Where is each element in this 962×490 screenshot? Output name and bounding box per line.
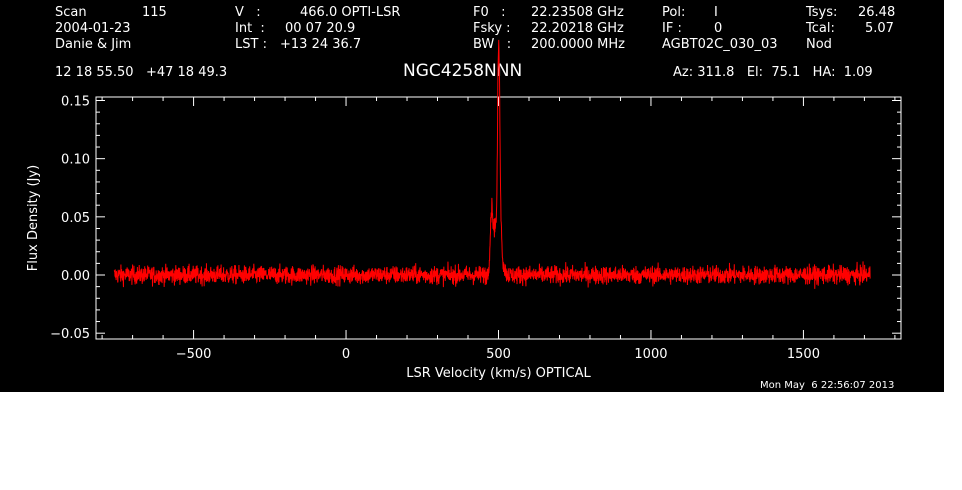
integration-value: 00 07 20.9 — [285, 21, 356, 36]
y-axis-label: Flux Density (Jy) — [26, 165, 41, 271]
velocity-value: 466.0 OPTI-LSR — [300, 5, 401, 20]
tcal-key: Tcal: — [806, 21, 835, 36]
plot-window: Scan 115 2004-01-23 Danie & Jim V : 466.… — [0, 0, 944, 392]
y-tick-label: 0.10 — [61, 153, 90, 168]
timestamp: Mon May 6 22:56:07 2013 — [760, 380, 895, 391]
az-el-ha: Az: 311.8 El: 75.1 HA: 1.09 — [673, 65, 873, 80]
scan-number: 115 — [142, 5, 167, 20]
if-value: 0 — [714, 21, 723, 36]
x-tick-label: 500 — [486, 347, 511, 362]
x-axis-label: LSR Velocity (km/s) OPTICAL — [406, 366, 591, 381]
bw-value: 200.0000 MHz — [531, 37, 625, 52]
tsys-key: Tsys: — [806, 5, 838, 20]
y-tick-label: 0.00 — [61, 269, 90, 284]
observer-label: Danie & Jim — [55, 37, 132, 52]
x-tick-label: −500 — [176, 347, 212, 362]
x-tick-label: 0 — [342, 347, 350, 362]
y-tick-label: 0.15 — [61, 94, 90, 109]
integration-key: Int : — [235, 21, 265, 36]
pol-value: I — [714, 5, 718, 20]
y-tick-label: −0.05 — [50, 327, 90, 342]
source-name: NGC4258NNN — [403, 61, 523, 81]
scan-label: Scan — [55, 5, 87, 20]
fsky-value: 22.20218 GHz — [531, 21, 624, 36]
lst-value: +13 24 36.7 — [280, 37, 362, 52]
pol-key: Pol: — [662, 5, 686, 20]
tcal-value: 5.07 — [865, 21, 894, 36]
project-id: AGBT02C_030_03 — [662, 37, 778, 52]
bw-key: BW : — [473, 37, 512, 52]
spectrum-line — [113, 39, 871, 289]
tsys-value: 26.48 — [858, 5, 896, 20]
procedure-label: Nod — [806, 37, 832, 52]
x-tick-label: 1500 — [787, 347, 820, 362]
f0-key: F0 : — [473, 5, 506, 20]
x-tick-label: 1000 — [634, 347, 667, 362]
lst-key: LST : — [235, 37, 267, 52]
f0-value: 22.23508 GHz — [531, 5, 624, 20]
source-coordinates: 12 18 55.50 +47 18 49.3 — [55, 65, 228, 80]
velocity-key: V : — [235, 5, 261, 20]
if-key: IF : — [662, 21, 682, 36]
y-tick-label: 0.05 — [61, 211, 90, 226]
date-label: 2004-01-23 — [55, 21, 131, 36]
fsky-key: Fsky : — [473, 21, 511, 36]
plot-frame — [95, 96, 902, 340]
spectrum-plot: −500 0 500 1000 1500 −0.05 0.00 0.05 0.10 0.15 LSR… — [26, 39, 902, 381]
